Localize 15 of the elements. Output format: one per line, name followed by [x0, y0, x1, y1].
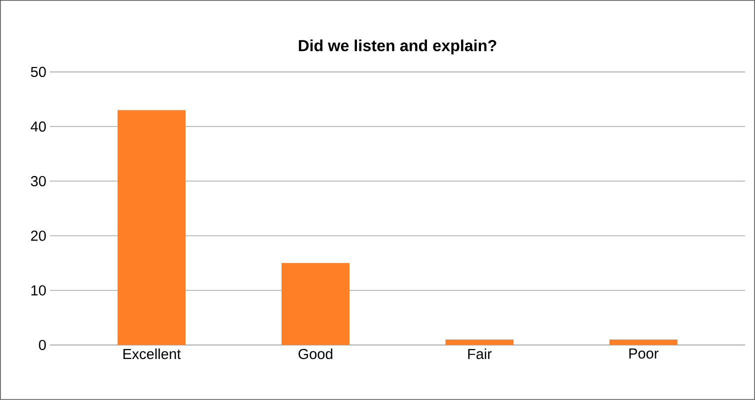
bar [445, 340, 514, 346]
y-tick-label: 0 [38, 340, 46, 350]
bar [282, 263, 350, 346]
bar [118, 110, 186, 346]
x-tick-label: Good [298, 348, 332, 360]
chart-title: Did we listen and explain? [298, 40, 496, 54]
x-tick-label: Poor [629, 348, 658, 359]
y-tick-label: 40 [30, 121, 46, 132]
bar [609, 340, 678, 346]
y-tick-label: 20 [31, 230, 46, 241]
y-tick-label: 30 [30, 176, 46, 186]
x-tick-label: Fair [468, 348, 492, 360]
y-tick-label: 50 [30, 66, 46, 78]
y-tick-label: 10 [31, 285, 46, 296]
x-tick-label: Excellent [123, 348, 181, 360]
